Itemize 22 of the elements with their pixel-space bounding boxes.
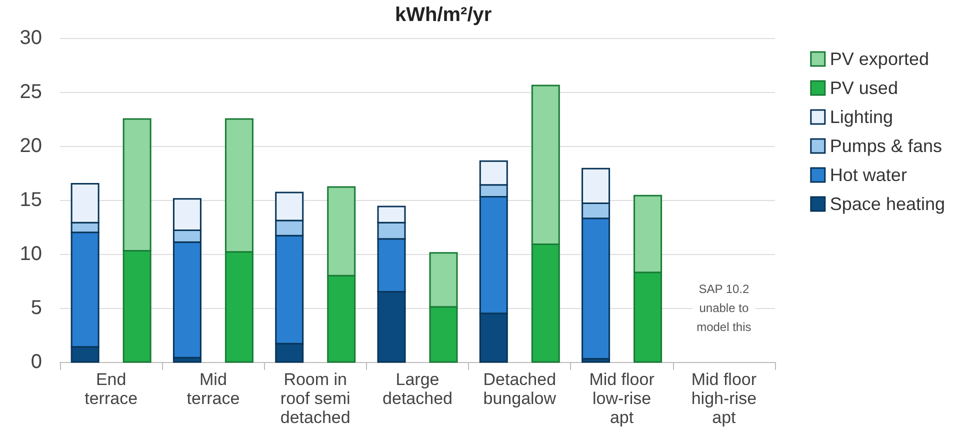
y-tick-label: 10 xyxy=(20,243,42,265)
legend-label: Space heating xyxy=(830,194,945,214)
y-tick-label: 15 xyxy=(20,189,42,211)
x-tick-label: Detached bungalow xyxy=(483,370,557,408)
y-tick-label: 25 xyxy=(20,81,42,103)
x-tick-label: Large detached xyxy=(382,370,452,408)
x-tick-label: End terrace xyxy=(84,370,138,408)
annotation: SAP 10.2 unable to model this xyxy=(696,282,752,334)
legend-label: Lighting xyxy=(830,107,893,127)
legend-label: Hot water xyxy=(830,165,907,185)
y-tick-label: 5 xyxy=(30,297,42,319)
y-tick-label: 0 xyxy=(30,351,42,373)
x-tick-label: Mid floor low-rise apt xyxy=(589,370,655,427)
x-tick-label: Mid floor high-rise apt xyxy=(691,370,757,427)
chart-title: kWh/m²/yr xyxy=(395,4,492,26)
x-tick-label: Mid terrace xyxy=(186,370,240,408)
y-tick-label: 30 xyxy=(20,27,42,49)
legend-label: PV used xyxy=(830,78,898,98)
y-tick-label: 20 xyxy=(20,135,42,157)
x-tick-label: Room in roof semi detached xyxy=(280,370,350,427)
legend-label: PV exported xyxy=(830,49,929,69)
legend-label: Pumps & fans xyxy=(830,136,942,156)
